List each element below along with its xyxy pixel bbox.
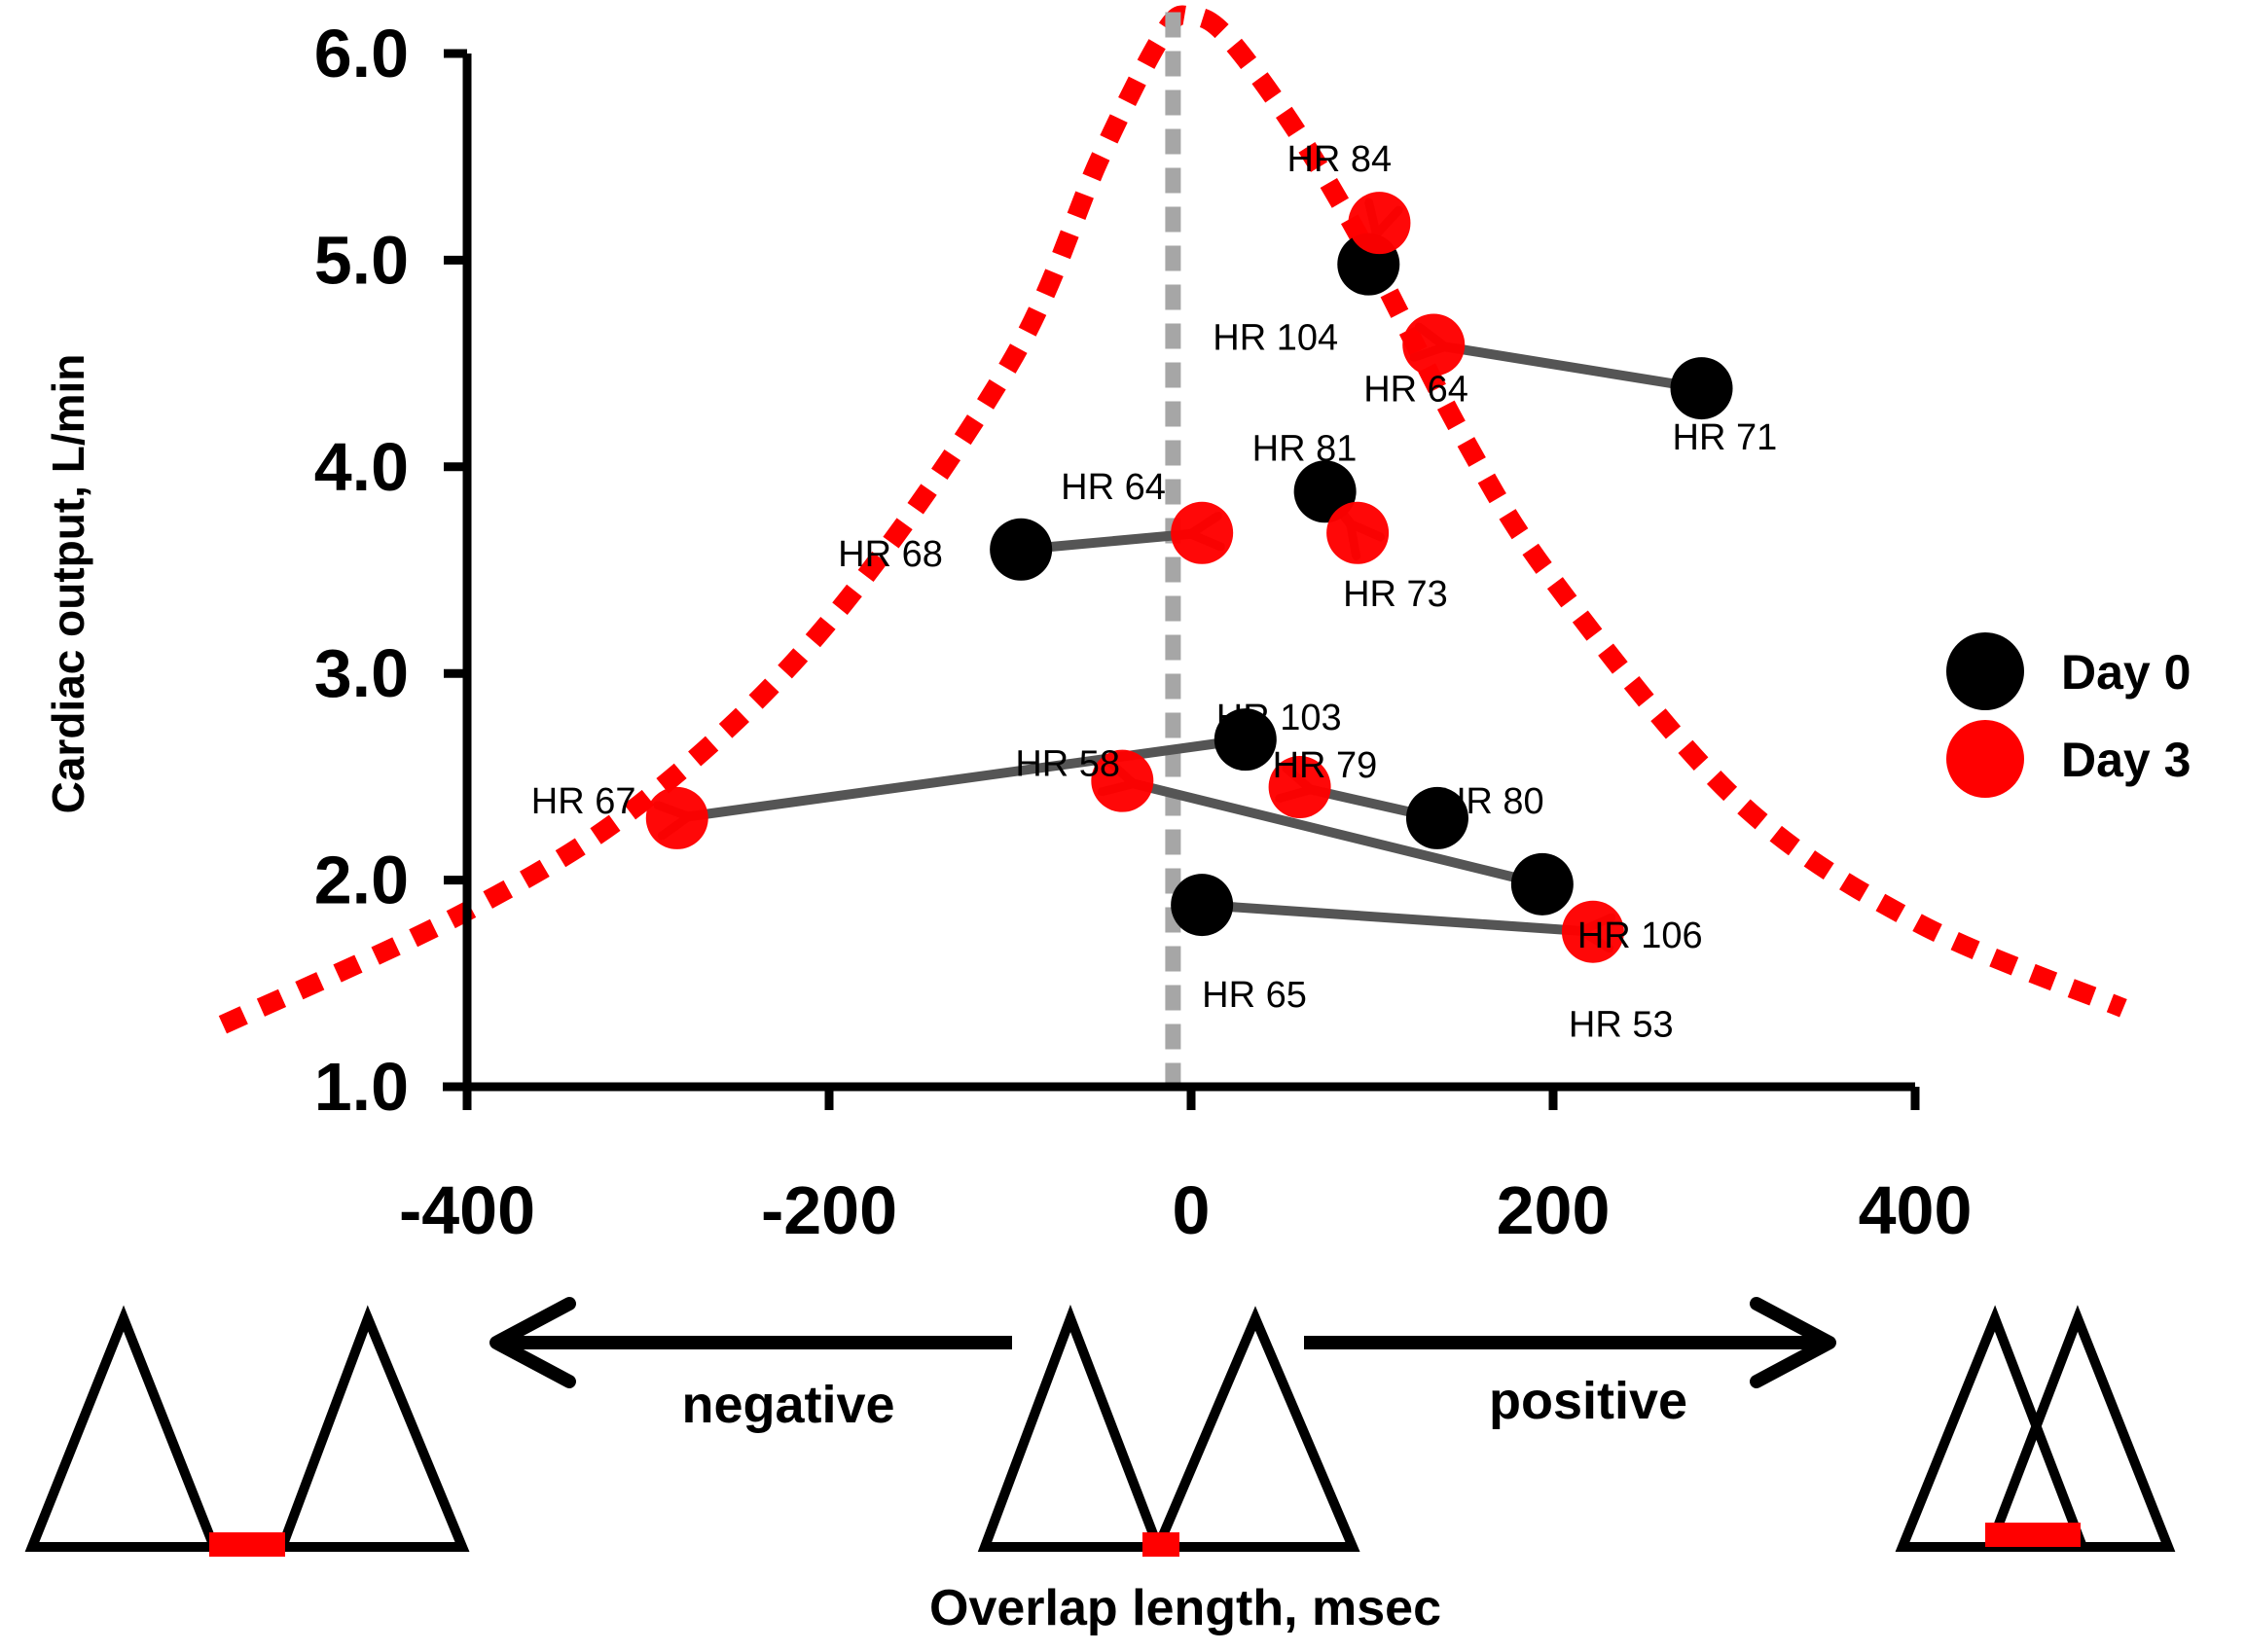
positive-arrow-head	[1750, 1297, 1836, 1388]
day3-hr-label-1: HR 84	[1286, 139, 1392, 180]
day3-point-4	[1326, 501, 1390, 564]
x-tick-label: -400	[399, 1172, 535, 1248]
negative-direction-arrow	[489, 1297, 1012, 1388]
y-tick-label: 5.0	[314, 222, 409, 298]
x-tick-label: -200	[761, 1172, 897, 1248]
schematic-gap-marker	[209, 1532, 285, 1557]
y-axis-title: Cardiac output, L/min	[43, 354, 93, 814]
legend-day0-marker	[1946, 632, 2024, 710]
legend: Day 0 Day 3	[1946, 632, 2191, 798]
day3-hr-label-4: HR 73	[1343, 574, 1448, 615]
legend-day3-marker	[1946, 720, 2024, 798]
change-arrows	[689, 234, 1680, 931]
change-arrow-8	[1224, 902, 1581, 931]
day0-point-3	[990, 518, 1053, 581]
day3-point-7	[1091, 749, 1154, 812]
x-tick-label: 0	[1173, 1172, 1211, 1248]
axes	[443, 54, 1915, 1092]
positive-direction-arrow	[1304, 1297, 1836, 1388]
negative-label: negative	[681, 1376, 894, 1434]
change-arrow-7	[1134, 784, 1521, 883]
day3-hr-label-8: HR 53	[1569, 1005, 1674, 1046]
y-tick-label: 2.0	[314, 843, 409, 918]
day3-hr-label-6: HR 79	[1273, 745, 1378, 786]
legend-day0-label: Day 0	[2061, 645, 2191, 700]
day3-point-3	[1171, 501, 1234, 564]
ticks: 1.0 2.0 3.0 4.0 5.0 6.0 -400 -200 0 200 400	[314, 16, 1973, 1248]
legend-day3-label: Day 3	[2061, 733, 2191, 787]
negative-overlap-diagram	[24, 1305, 470, 1557]
day0-point-6	[1405, 786, 1468, 849]
day0-hr-label-4: HR 81	[1252, 428, 1358, 469]
x-axis-title: Overlap length, msec	[929, 1580, 1441, 1636]
schematic-zero-marker	[1142, 1532, 1179, 1557]
negative-arrow-head	[489, 1297, 576, 1388]
data-points	[645, 192, 1733, 963]
schematic-wave-left	[977, 1304, 1166, 1552]
day0-hr-label-3: HR 68	[838, 534, 943, 575]
day3-hr-label-2: HR 64	[1363, 369, 1468, 410]
day3-hr-label-5: HR 67	[531, 781, 636, 822]
change-arrow-2	[1445, 346, 1680, 389]
y-tick-label: 3.0	[314, 635, 409, 711]
y-tick-label: 4.0	[314, 429, 409, 505]
change-arrow-3	[1043, 534, 1190, 553]
schematic-wave-right	[274, 1305, 470, 1552]
day3-point-8	[1561, 900, 1624, 963]
optimal-curve-layer	[218, 5, 2127, 1034]
day0-hr-label-5: HR 103	[1216, 698, 1342, 738]
day3-hr-label-3: HR 64	[1061, 467, 1166, 508]
zero-overlap-diagram	[977, 1304, 1360, 1557]
day0-point-5	[1214, 708, 1277, 772]
positive-overlap-diagram	[1895, 1305, 2176, 1552]
day0-point-8	[1171, 874, 1234, 937]
x-tick-label: 400	[1859, 1172, 1973, 1248]
day3-point-2	[1402, 313, 1466, 377]
schematic-wave-right	[1150, 1306, 1360, 1552]
x-tick-label: 200	[1497, 1172, 1611, 1248]
y-tick-label: 6.0	[314, 16, 409, 91]
day0-hr-label-6: HR 80	[1439, 781, 1544, 822]
day3-point-6	[1268, 756, 1331, 819]
day0-hr-label-2: HR 71	[1673, 417, 1778, 458]
day3-hr-label-7: HR 58	[1015, 744, 1120, 785]
schematic-wave-left	[1895, 1305, 2090, 1552]
day0-hr-label-7: HR 106	[1577, 916, 1703, 956]
day3-point-1	[1348, 192, 1411, 255]
schematic-overlap-marker	[1985, 1523, 2081, 1547]
positive-label: positive	[1489, 1372, 1687, 1430]
day0-hr-label-8: HR 65	[1202, 975, 1307, 1016]
schematic-wave-right	[1982, 1305, 2176, 1552]
y-tick-label: 1.0	[314, 1049, 409, 1125]
schematic-wave-left	[24, 1305, 222, 1552]
overlap-schematic	[24, 1297, 2176, 1557]
day0-hr-label-1: HR 104	[1213, 318, 1338, 359]
day3-point-5	[645, 786, 708, 849]
optimal-curve	[218, 5, 2127, 1034]
day0-point-7	[1510, 852, 1574, 916]
day0-point-2	[1670, 357, 1733, 420]
